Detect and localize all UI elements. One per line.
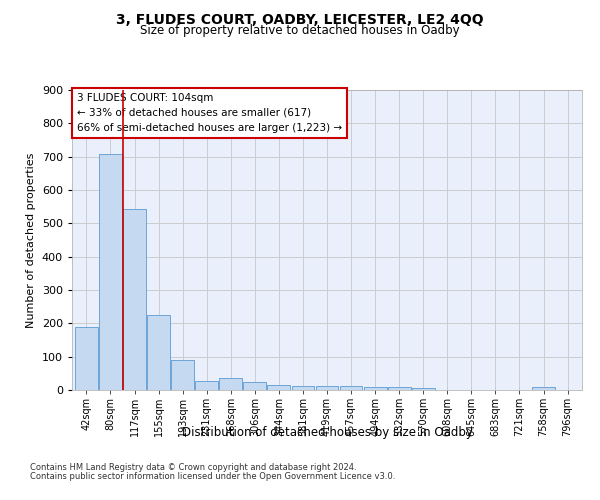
Bar xyxy=(388,386,410,390)
Bar xyxy=(292,386,314,390)
Bar xyxy=(220,378,242,390)
Text: Contains HM Land Registry data © Crown copyright and database right 2024.: Contains HM Land Registry data © Crown c… xyxy=(30,464,356,472)
Y-axis label: Number of detached properties: Number of detached properties xyxy=(26,152,36,328)
Bar xyxy=(147,315,170,390)
Text: Contains public sector information licensed under the Open Government Licence v3: Contains public sector information licen… xyxy=(30,472,395,481)
Bar xyxy=(364,387,386,390)
Bar xyxy=(75,326,98,390)
Bar xyxy=(532,387,555,390)
Bar xyxy=(195,381,218,390)
Bar xyxy=(412,388,434,390)
Text: 3, FLUDES COURT, OADBY, LEICESTER, LE2 4QQ: 3, FLUDES COURT, OADBY, LEICESTER, LE2 4… xyxy=(116,12,484,26)
Text: Size of property relative to detached houses in Oadby: Size of property relative to detached ho… xyxy=(140,24,460,37)
Text: Distribution of detached houses by size in Oadby: Distribution of detached houses by size … xyxy=(182,426,472,439)
Bar xyxy=(99,154,122,390)
Bar xyxy=(171,360,194,390)
Bar xyxy=(340,386,362,390)
Bar xyxy=(244,382,266,390)
Bar xyxy=(316,386,338,390)
Text: 3 FLUDES COURT: 104sqm
← 33% of detached houses are smaller (617)
66% of semi-de: 3 FLUDES COURT: 104sqm ← 33% of detached… xyxy=(77,93,342,132)
Bar xyxy=(123,209,146,390)
Bar xyxy=(268,386,290,390)
